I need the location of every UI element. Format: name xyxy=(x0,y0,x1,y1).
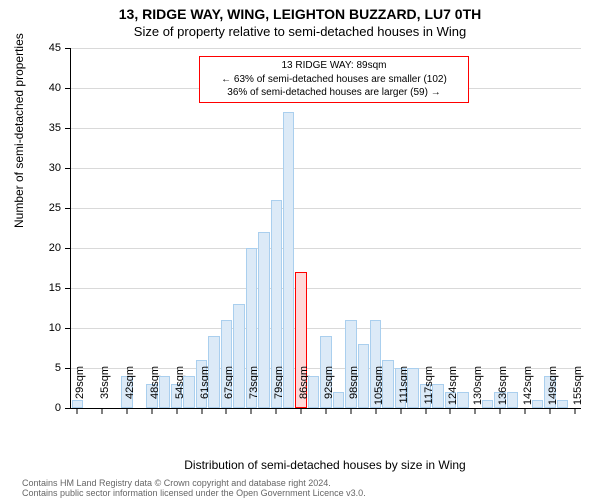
y-axis-label: Number of semi-detached properties xyxy=(12,33,26,228)
y-tick-label: 45 xyxy=(49,42,71,54)
x-tick-label: 155sqm xyxy=(572,366,584,416)
y-tick-label: 5 xyxy=(55,362,71,374)
x-tick-label: 92sqm xyxy=(323,366,335,416)
histogram-bar xyxy=(258,232,269,408)
plot-area: 05101520253035404529sqm35sqm42sqm48sqm54… xyxy=(70,48,581,409)
histogram-bar xyxy=(532,400,543,408)
x-axis-label: Distribution of semi-detached houses by … xyxy=(70,458,580,472)
y-tick-label: 25 xyxy=(49,202,71,214)
y-tick-label: 35 xyxy=(49,122,71,134)
x-tick-label: 142sqm xyxy=(522,366,534,416)
annotation-line2: ← 63% of semi-detached houses are smalle… xyxy=(204,73,464,87)
x-tick-label: 130sqm xyxy=(472,366,484,416)
x-tick-label: 35sqm xyxy=(99,366,111,416)
histogram-bar xyxy=(507,392,518,408)
histogram-bar xyxy=(358,344,369,408)
chart-title: 13, RIDGE WAY, WING, LEIGHTON BUZZARD, L… xyxy=(0,6,600,22)
histogram-bar xyxy=(183,376,194,408)
chart-root: 13, RIDGE WAY, WING, LEIGHTON BUZZARD, L… xyxy=(0,0,600,500)
histogram-bar xyxy=(382,360,393,408)
histogram-bar xyxy=(308,376,319,408)
footer-line2: Contains public sector information licen… xyxy=(22,488,366,498)
y-tick-label: 20 xyxy=(49,242,71,254)
gridline xyxy=(71,128,581,129)
x-tick-label: 149sqm xyxy=(547,366,559,416)
histogram-bar xyxy=(482,400,493,408)
y-tick-label: 10 xyxy=(49,322,71,334)
histogram-bar xyxy=(407,368,418,408)
histogram-bar xyxy=(557,400,568,408)
x-tick-label: 124sqm xyxy=(447,366,459,416)
footer-attribution: Contains HM Land Registry data © Crown c… xyxy=(22,478,366,498)
histogram-bar xyxy=(432,384,443,408)
histogram-bar xyxy=(233,304,244,408)
gridline xyxy=(71,168,581,169)
y-tick-label: 0 xyxy=(55,402,71,414)
x-tick-label: 42sqm xyxy=(124,366,136,416)
y-tick-label: 30 xyxy=(49,162,71,174)
footer-line1: Contains HM Land Registry data © Crown c… xyxy=(22,478,366,488)
gridline xyxy=(71,248,581,249)
x-tick-label: 136sqm xyxy=(497,366,509,416)
histogram-bar xyxy=(333,392,344,408)
annotation-line3: 36% of semi-detached houses are larger (… xyxy=(204,86,464,100)
gridline xyxy=(71,288,581,289)
gridline xyxy=(71,328,581,329)
gridline xyxy=(71,48,581,49)
gridline xyxy=(71,208,581,209)
chart-subtitle: Size of property relative to semi-detach… xyxy=(0,24,600,39)
histogram-bar xyxy=(283,112,294,408)
y-tick-label: 15 xyxy=(49,282,71,294)
histogram-bar xyxy=(159,376,170,408)
x-tick-label: 29sqm xyxy=(74,366,86,416)
y-tick-label: 40 xyxy=(49,82,71,94)
histogram-bar xyxy=(208,336,219,408)
annotation-line1: 13 RIDGE WAY: 89sqm xyxy=(204,59,464,73)
annotation-box: 13 RIDGE WAY: 89sqm ← 63% of semi-detach… xyxy=(199,56,469,103)
histogram-bar xyxy=(457,392,468,408)
